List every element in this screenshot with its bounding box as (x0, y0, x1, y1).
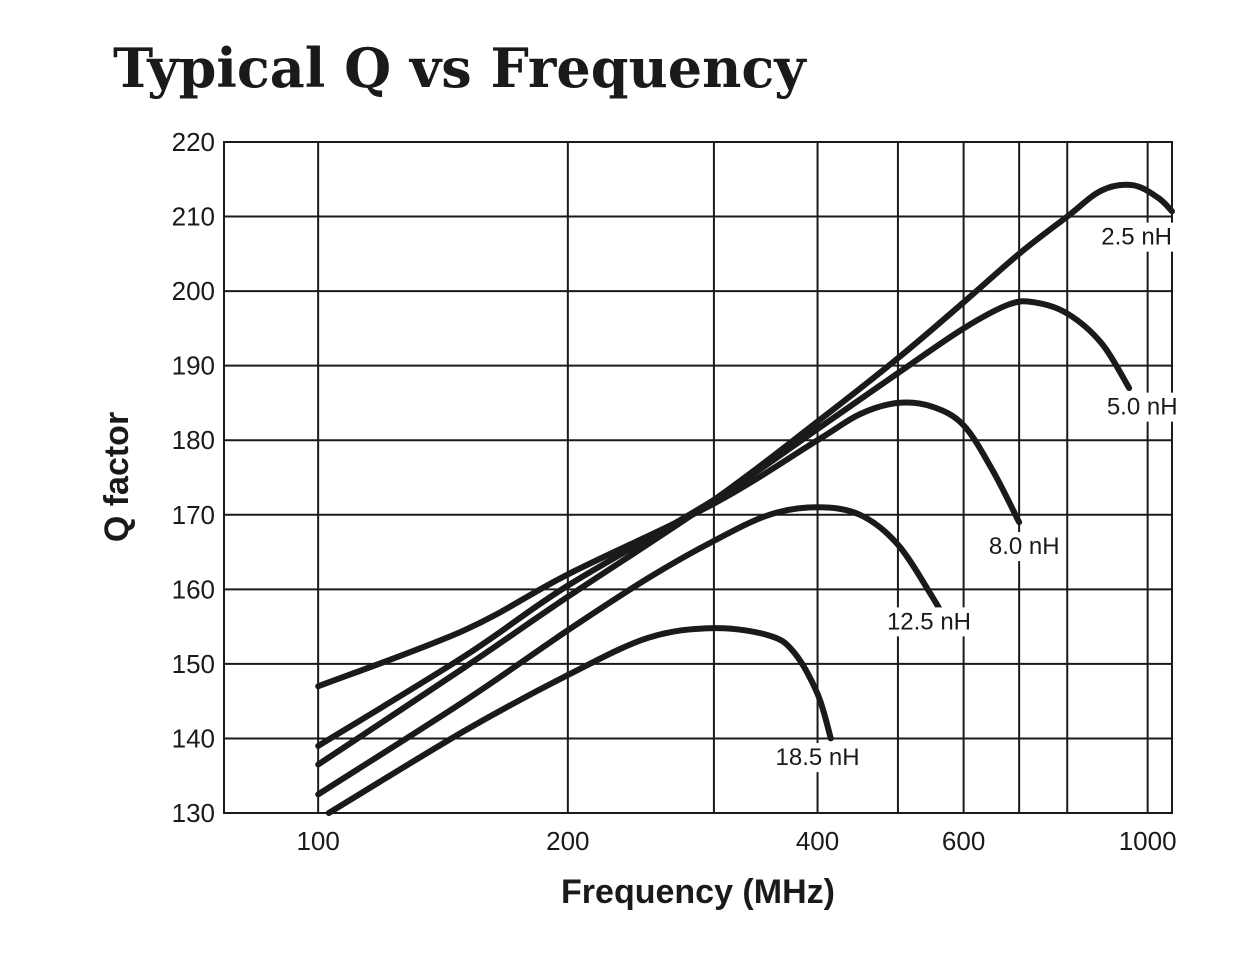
curves (315, 181, 1175, 816)
series-label-background (772, 743, 863, 773)
x-tick-label: 100 (296, 826, 339, 856)
y-tick-label: 140 (172, 723, 215, 753)
x-axis-label: Frequency (MHz) (561, 873, 835, 911)
x-tick-label: 600 (942, 826, 985, 856)
series-label-background (1103, 392, 1181, 422)
y-tick-label: 190 (172, 351, 215, 381)
plot-frame (223, 141, 1173, 814)
x-tick-labels: 100 200 400 600 1000 (296, 826, 1176, 856)
series-label-text: 2.5 nH (1101, 224, 1172, 251)
series-label-text: 8.0 nH (989, 533, 1060, 560)
y-tick-label: 150 (172, 649, 215, 679)
y-tick-label: 130 (172, 798, 215, 828)
x-tick-label: 400 (796, 826, 839, 856)
series-label-background (883, 607, 975, 637)
series-label: 18.5 nH (772, 743, 863, 773)
y-tick-labels: 130 140 150 160 170 180 190 200 210 220 (172, 127, 215, 828)
y-tick-label: 170 (172, 500, 215, 530)
series-labels: 2.5 nH 5.0 nH 8.0 nH 12.5 nH 18.5 nH (772, 222, 1181, 773)
series-label-text: 12.5 nH (887, 608, 971, 635)
curve-2-5-nh (315, 181, 1175, 768)
y-tick-label: 160 (172, 574, 215, 604)
series-label-background (1098, 222, 1176, 252)
x-tick-label: 200 (546, 826, 589, 856)
curve-5-0-nh (315, 298, 1133, 749)
series-label-background (985, 532, 1063, 562)
series-label-text: 5.0 nH (1107, 394, 1178, 421)
series-label: 8.0 nH (985, 532, 1063, 562)
y-tick-label: 200 (172, 276, 215, 306)
series-label: 2.5 nH (1098, 222, 1176, 252)
y-axis-label: Q factor (98, 412, 136, 542)
series-label: 5.0 nH (1103, 392, 1181, 422)
y-tick-label: 210 (172, 202, 215, 232)
series-label: 12.5 nH (883, 607, 975, 637)
x-tick-label: 1000 (1119, 826, 1177, 856)
chart-title: Typical Q vs Frequency (113, 36, 807, 100)
series-label-text: 18.5 nH (776, 744, 860, 771)
y-tick-label: 180 (172, 425, 215, 455)
curve-18-5-nh (325, 625, 834, 816)
curve-12-5-nh (315, 504, 949, 798)
curve-8-0-nh (315, 399, 1023, 690)
y-tick-label: 220 (172, 127, 215, 157)
